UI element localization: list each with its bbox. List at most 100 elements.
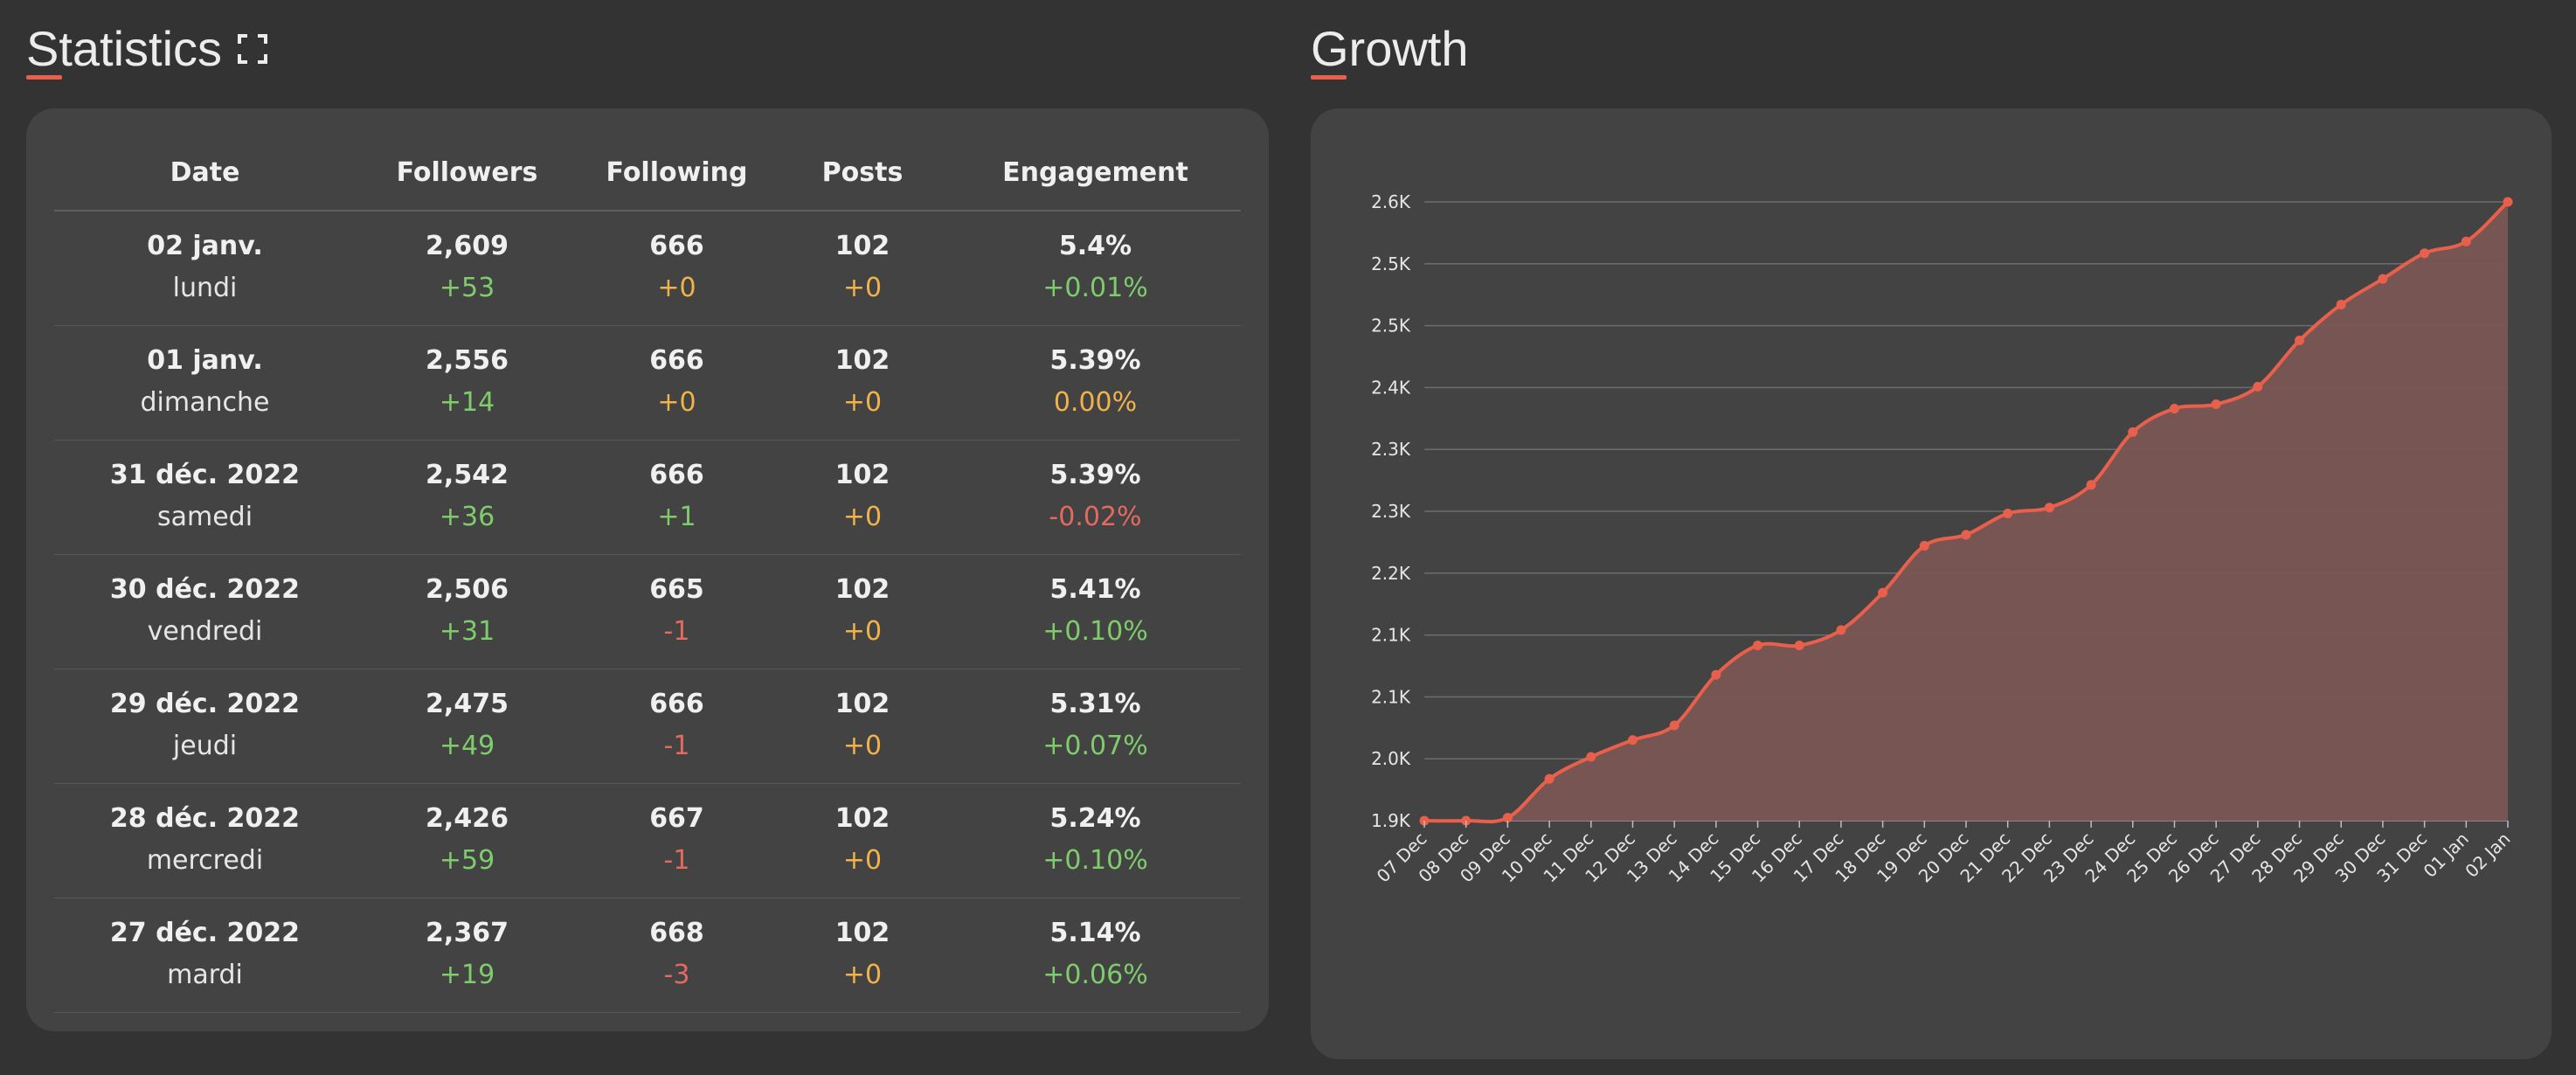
engagement-value: 5.39% [1049, 460, 1141, 490]
data-point[interactable] [2295, 336, 2305, 346]
cell-posts: 102 +0 [775, 898, 950, 1013]
cell-followers: 2,609 +53 [356, 211, 578, 326]
data-point[interactable] [1753, 641, 1763, 651]
data-point[interactable] [1586, 752, 1596, 762]
y-tick-label: 2.6K [1371, 191, 1411, 212]
weekday-label: mercredi [146, 845, 264, 876]
engagement-delta: +0.10% [1042, 845, 1148, 876]
cell-engagement: 5.41% +0.10% [950, 554, 1241, 669]
table-row: 28 déc. 2022 mercredi 2,426 +59 667 -1 102 +0 5.… [54, 783, 1241, 898]
growth-title-underline [1311, 75, 1347, 80]
column-header-date[interactable]: Date [54, 135, 356, 212]
followers-value: 2,506 [426, 574, 509, 605]
data-point[interactable] [1794, 641, 1804, 651]
engagement-value: 5.39% [1049, 345, 1141, 376]
data-point[interactable] [1502, 813, 1513, 823]
following-value: 666 [649, 231, 704, 261]
data-point[interactable] [2461, 236, 2471, 246]
y-tick-label: 2.3K [1371, 501, 1411, 522]
engagement-value: 5.41% [1049, 574, 1141, 605]
followers-value: 2,426 [426, 803, 509, 834]
cell-following: 667 -1 [578, 783, 775, 898]
cell-date: 28 déc. 2022 mercredi [54, 783, 356, 898]
column-header-posts[interactable]: Posts [775, 135, 950, 212]
cell-posts: 102 +0 [775, 669, 950, 784]
data-point[interactable] [2128, 427, 2138, 437]
data-point[interactable] [2086, 480, 2096, 490]
statistics-table: Date Followers Following Posts Engagemen… [54, 135, 1241, 1031]
cell-followers: 2,348 [356, 1012, 578, 1031]
cell-following: 668 -3 [578, 898, 775, 1013]
cell-date: 30 déc. 2022 vendredi [54, 554, 356, 669]
following-delta: -3 [663, 960, 690, 990]
data-point[interactable] [2336, 299, 2346, 309]
followers-delta: +14 [439, 387, 495, 418]
data-point[interactable] [2378, 274, 2388, 284]
following-value: 668 [649, 918, 704, 948]
data-point[interactable] [1919, 540, 1929, 551]
statistics-panel: Date Followers Following Posts Engagemen… [26, 108, 1269, 1031]
following-delta: -1 [663, 845, 690, 876]
posts-value: 102 [834, 689, 890, 719]
followers-delta: +36 [439, 502, 495, 532]
weekday-label: mardi [167, 960, 243, 990]
data-point[interactable] [2169, 404, 2179, 414]
data-point[interactable] [2044, 503, 2054, 513]
date-value: 02 janv. [147, 231, 263, 261]
followers-value: 2,556 [426, 345, 509, 376]
followers-delta: +19 [439, 960, 495, 990]
followers-delta: +31 [439, 616, 495, 647]
cell-posts: 102 +0 [775, 325, 950, 440]
engagement-delta: +0.01% [1042, 273, 1148, 303]
table-row: 30 déc. 2022 vendredi 2,506 +31 665 -1 102 +0 5.… [54, 554, 1241, 669]
data-point[interactable] [2211, 399, 2221, 410]
following-value: 665 [649, 574, 704, 605]
data-point[interactable] [2253, 381, 2263, 392]
data-point[interactable] [1878, 587, 1888, 598]
cell-followers: 2,506 +31 [356, 554, 578, 669]
data-point[interactable] [1544, 773, 1555, 784]
table-row: 27 déc. 2022 mardi 2,367 +19 668 -3 102 +0 5.14%… [54, 898, 1241, 1013]
expand-icon[interactable] [237, 33, 268, 65]
growth-area [1424, 202, 2508, 822]
data-point[interactable] [1836, 625, 1846, 635]
data-point[interactable] [1711, 669, 1721, 680]
cell-date: 02 janv. lundi [54, 211, 356, 326]
followers-value: 2,475 [426, 689, 509, 719]
posts-delta: +0 [842, 845, 883, 876]
followers-delta: +49 [439, 731, 495, 761]
date-value: 30 déc. 2022 [109, 574, 301, 605]
growth-chart: 1.9K 2.0K 2.1K 2.1K 2.2K 2.3K 2.3K 2.4K 2.5K 2.5K… [1371, 191, 2514, 886]
cell-date: 01 janv. dimanche [54, 325, 356, 440]
data-point[interactable] [1961, 530, 1971, 540]
cell-date: 27 déc. 2022 mardi [54, 898, 356, 1013]
posts-value: 102 [834, 574, 890, 605]
cell-engagement: 5.14% +0.06% [950, 898, 1241, 1013]
column-header-following[interactable]: Following [578, 135, 775, 212]
column-header-followers[interactable]: Followers [356, 135, 578, 212]
table-row: 01 janv. dimanche 2,556 +14 666 +0 102 +0 5.39% 0… [54, 325, 1241, 440]
data-point[interactable] [2003, 509, 2013, 519]
data-point[interactable] [2503, 197, 2513, 207]
y-tick-label: 2.1K [1371, 686, 1411, 707]
cell-engagement: 5.31% +0.07% [950, 669, 1241, 784]
following-value: 666 [649, 345, 704, 376]
data-point[interactable] [1669, 720, 1679, 731]
data-point[interactable] [1627, 735, 1638, 746]
cell-following: 666 +0 [578, 325, 775, 440]
growth-title: Growth [1311, 21, 1469, 76]
engagement-delta: +0.07% [1042, 731, 1148, 761]
posts-delta: +0 [842, 502, 883, 532]
y-tick-label: 1.9K [1371, 810, 1411, 831]
date-value: 29 déc. 2022 [109, 689, 301, 719]
cell-engagement: 5.24% +0.10% [950, 783, 1241, 898]
following-value: 667 [649, 803, 704, 834]
column-header-engagement[interactable]: Engagement [950, 135, 1241, 212]
following-value: 666 [649, 689, 704, 719]
engagement-value: 5.14% [1049, 918, 1141, 948]
table-header-row: Date Followers Following Posts Engagemen… [54, 135, 1241, 212]
data-point[interactable] [2420, 248, 2430, 259]
posts-value: 102 [834, 918, 890, 948]
table-row: 29 déc. 2022 jeudi 2,475 +49 666 -1 102 +0 5.31%… [54, 669, 1241, 784]
engagement-delta: 0.00% [1053, 387, 1138, 418]
